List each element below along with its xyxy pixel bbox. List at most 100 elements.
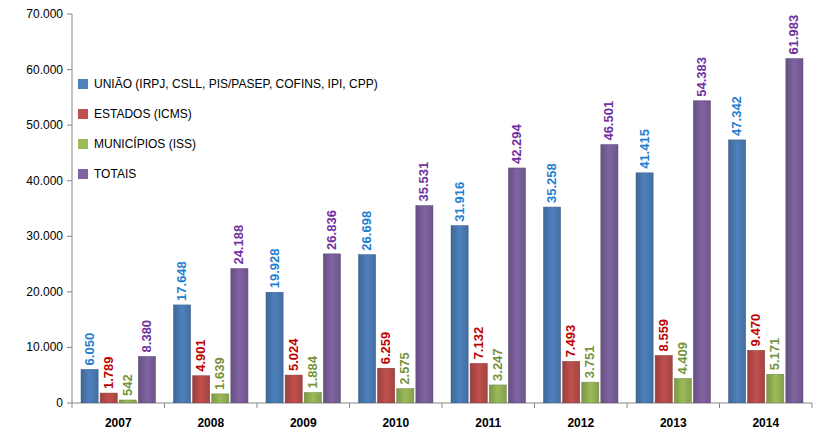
data-label: 1.639 [212,357,227,390]
y-axis [72,14,73,403]
bar [582,382,599,403]
bar [138,356,155,403]
y-tick-label: 0 [56,396,63,410]
x-tick [164,403,165,408]
bar [674,378,691,403]
y-tick-label: 50.000 [26,118,63,132]
x-tick-label: 2014 [752,416,779,430]
data-label: 47.342 [729,96,744,136]
bar [397,389,414,403]
data-label: 35.258 [544,163,559,203]
legend-label: TOTAIS [94,167,136,181]
x-tick [442,403,443,408]
x-tick [257,403,258,408]
bar [655,355,672,403]
bar [563,361,580,403]
data-label: 24.188 [231,225,246,265]
bar [212,394,229,403]
bar [693,101,710,403]
data-label: 54.383 [694,57,709,97]
data-label: 31.916 [452,182,467,222]
bar [636,173,653,403]
bar [119,400,136,403]
x-tick-label: 2007 [105,416,132,430]
bar [193,376,210,403]
y-tick [67,403,72,404]
data-label: 2.575 [397,352,412,385]
data-label: 8.559 [656,319,671,352]
x-tick [72,403,73,408]
x-tick [812,403,813,408]
x-tick [534,403,535,408]
data-label: 3.247 [490,348,505,381]
y-tick [67,291,72,292]
data-label: 35.531 [416,162,431,202]
legend: UNIÃO (IRPJ, CSLL, PIS/PASEP, COFINS, IP… [78,77,378,181]
data-label: 4.901 [193,339,208,372]
x-tick-label: 2009 [290,416,317,430]
data-label: 17.648 [174,261,189,301]
bar [100,393,117,403]
legend-label: ESTADOS (ICMS) [94,107,192,121]
legend-swatch [78,169,88,179]
x-tick-label: 2013 [660,416,687,430]
bar [378,368,395,403]
x-tick [627,403,628,408]
bar [266,292,283,403]
bar [174,305,191,403]
y-tick-label: 10.000 [26,340,63,354]
x-tick-label: 2008 [197,416,224,430]
data-label: 19.928 [267,248,282,288]
data-label: 542 [120,374,135,396]
bar [544,207,561,403]
legend-swatch [78,79,88,89]
data-label: 6.259 [378,332,393,365]
bar [304,393,321,403]
data-label: 7.132 [471,327,486,360]
data-label: 9.470 [748,314,763,347]
legend-label: MUNICÍPIOS (ISS) [94,136,196,151]
x-tick-label: 2012 [567,416,594,430]
bar [416,206,433,403]
data-label: 26.836 [324,210,339,250]
bar [748,350,765,403]
data-label: 41.415 [637,129,652,169]
data-label: 3.751 [582,346,597,379]
y-tick-label: 70.000 [26,7,63,21]
data-label: 26.698 [359,211,374,251]
y-tick-label: 40.000 [26,174,63,188]
chart: 010.00020.00030.00040.00050.00060.00070.… [0,0,828,441]
data-label: 46.501 [601,101,616,141]
bar [231,269,248,403]
bar [451,226,468,403]
bar [767,374,784,403]
bar [786,59,803,403]
bar [323,254,340,403]
data-label: 5.171 [767,338,782,371]
x-tick [349,403,350,408]
data-label: 8.380 [139,320,154,353]
bar [508,168,525,403]
bars [81,59,803,403]
y-tick [67,14,72,15]
bar [470,363,487,403]
bar [729,140,746,403]
y-tick-label: 20.000 [26,285,63,299]
bar [285,375,302,403]
y-tick [67,347,72,348]
data-label: 4.409 [675,342,690,375]
data-label: 61.983 [786,15,801,55]
data-label: 42.294 [509,123,524,164]
y-tick [67,69,72,70]
x-tick [719,403,720,408]
y-tick [67,236,72,237]
legend-swatch [78,109,88,119]
bar [601,145,618,403]
bar [489,385,506,403]
data-label: 1.884 [305,355,320,388]
y-tick [67,125,72,126]
data-label: 6.050 [82,333,97,366]
bar [81,369,98,403]
x-tick-label: 2011 [475,416,501,430]
y-tick-label: 60.000 [26,63,63,77]
